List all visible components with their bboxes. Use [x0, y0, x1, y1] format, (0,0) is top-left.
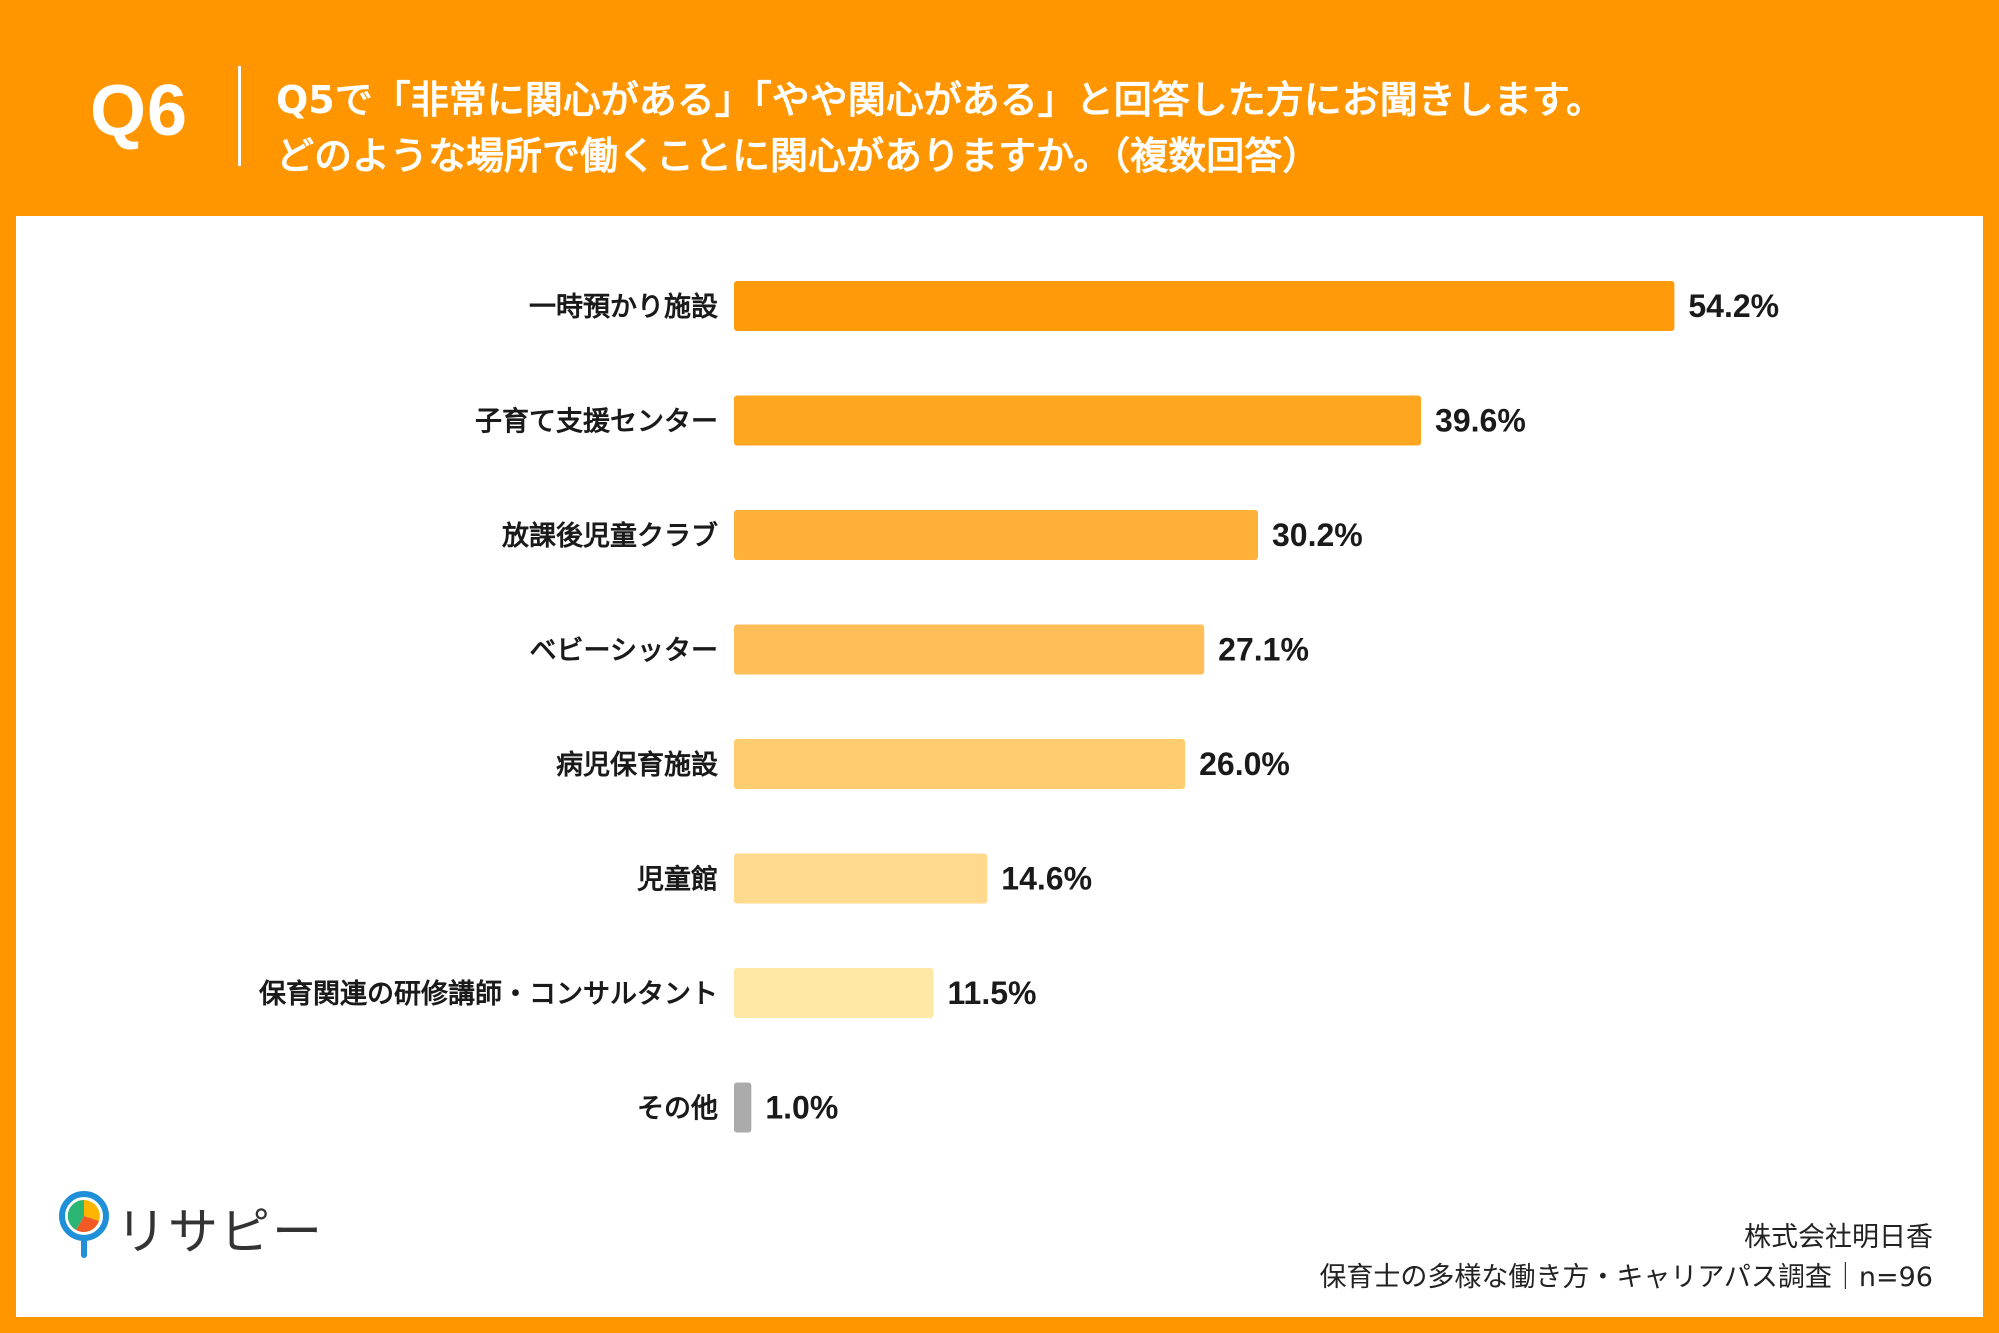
- value-label: 11.5%: [948, 975, 1037, 1011]
- category-label: 放課後児童クラブ: [501, 520, 718, 552]
- logo-text: リサピー: [116, 1203, 324, 1261]
- bar: [734, 853, 988, 904]
- question-text: Q5で「非常に関心がある」「やや関心がある」と回答した方にお聞きします。 どのよ…: [276, 72, 1956, 184]
- value-label: 14.6%: [1001, 861, 1092, 897]
- value-label: 39.6%: [1435, 403, 1526, 439]
- bar: [734, 968, 934, 1018]
- question-number: Q6: [90, 71, 189, 151]
- bar: [734, 1082, 752, 1133]
- header-divider: [238, 66, 241, 166]
- category-label: 子育て支援センター: [475, 406, 718, 438]
- question-line-1: Q5で「非常に関心がある」「やや関心がある」と回答した方にお聞きします。: [276, 78, 1604, 122]
- chart-panel: 一時預かり施設 54.2% 子育て支援センター 39.6% 放課後児童クラブ 30.2% ベ…: [16, 216, 1983, 1317]
- credit-survey: 保育士の多様な働き方・キャリアパス調査｜n=96: [1319, 1262, 1933, 1293]
- category-label: その他: [637, 1094, 718, 1125]
- category-label: ベビーシッター: [530, 636, 718, 667]
- bar-chart: 一時預かり施設 54.2% 子育て支援センター 39.6% 放課後児童クラブ 30.2% ベ…: [258, 281, 1779, 1133]
- bar: [734, 281, 1675, 331]
- credit-company: 株式会社明日香: [1744, 1222, 1933, 1253]
- bar: [734, 395, 1422, 446]
- bar: [734, 739, 1186, 789]
- category-label: 保育関連の研修講師・コンサルタント: [258, 978, 718, 1010]
- value-label: 27.1%: [1218, 632, 1309, 668]
- risapy-logo: リサピー: [56, 1188, 322, 1268]
- header: Q6 Q5で「非常に関心がある」「やや関心がある」と回答した方にお聞きします。 …: [0, 0, 1999, 216]
- pin-pie-icon: [59, 1191, 109, 1258]
- value-label: 54.2%: [1688, 288, 1779, 324]
- bar: [734, 510, 1258, 560]
- category-label: 児童館: [637, 864, 718, 896]
- question-line-2: どのような場所で働くことに関心がありますか。（複数回答）: [276, 134, 1321, 178]
- category-label: 病児保育施設: [556, 749, 719, 781]
- value-label: 30.2%: [1272, 517, 1363, 553]
- value-label: 1.0%: [765, 1090, 838, 1126]
- value-label: 26.0%: [1199, 746, 1290, 782]
- bar: [734, 624, 1205, 675]
- credit: 株式会社明日香 保育士の多様な働き方・キャリアパス調査｜n=96: [1319, 1218, 1933, 1298]
- category-label: 一時預かり施設: [529, 291, 719, 323]
